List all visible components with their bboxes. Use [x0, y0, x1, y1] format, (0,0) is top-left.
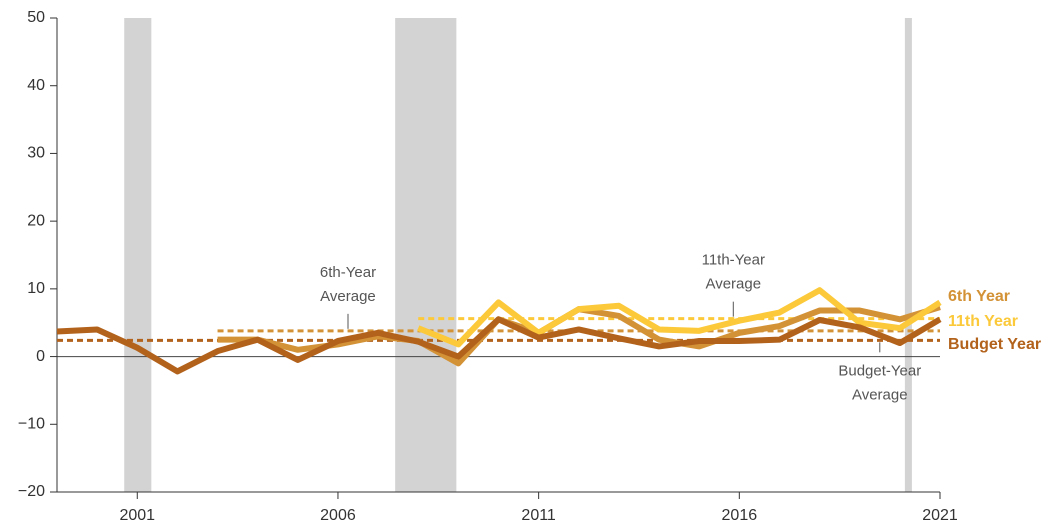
x-tick-label: 2001 — [119, 507, 155, 524]
y-tick-label: 0 — [36, 348, 45, 365]
annotation: Average — [320, 288, 376, 305]
legend-label: Budget Year — [948, 336, 1041, 353]
x-tick-label: 2021 — [922, 507, 958, 524]
annotation: 11th-Year — [702, 252, 765, 269]
series-line — [217, 304, 941, 367]
x-tick-label: 2011 — [521, 507, 556, 524]
x-tick-label: 2016 — [722, 507, 758, 524]
series-line — [417, 287, 942, 348]
recession-band — [395, 18, 457, 492]
y-tick-label: 50 — [27, 9, 45, 26]
y-tick-label: −20 — [18, 483, 45, 500]
y-tick-label: 40 — [27, 77, 45, 94]
y-tick-label: 30 — [27, 145, 45, 162]
y-tick-label: 10 — [27, 280, 45, 297]
annotation: Average — [852, 386, 908, 403]
annotation: Budget-Year — [838, 362, 921, 379]
y-tick-label: 20 — [27, 212, 45, 229]
recession-band — [124, 18, 152, 492]
x-tick-label: 2006 — [320, 507, 356, 524]
legend-label: 11th Year — [948, 313, 1018, 330]
annotation: Average — [705, 276, 761, 293]
y-tick-label: −10 — [18, 416, 45, 433]
legend-label: 6th Year — [948, 288, 1010, 305]
series-line — [56, 316, 942, 375]
recession-band — [904, 18, 912, 492]
annotation: 6th-Year — [320, 264, 376, 281]
